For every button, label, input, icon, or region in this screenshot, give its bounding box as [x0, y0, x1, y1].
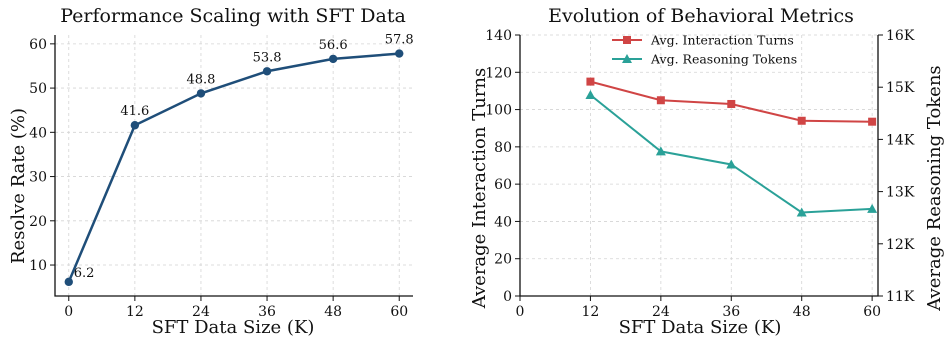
resolve-rate-point	[196, 89, 206, 98]
resolve-rate-chart: Performance Scaling with SFT Data 10 20 30…	[8, 5, 414, 337]
left-x-tick-label: 48	[324, 304, 342, 320]
left-x-tick-label: 36	[258, 304, 276, 320]
reasoning-tokens-point	[655, 146, 666, 156]
left-y-tick-label: 40	[29, 125, 47, 141]
right-y2-tick-label: 13K	[886, 185, 915, 201]
right-y2-axis-label: Average Reasoning Tokens	[924, 65, 945, 311]
resolve-rate-data-label: 48.8	[186, 72, 215, 87]
legend-reasoning-tokens-label: Avg. Reasoning Tokens	[650, 52, 797, 67]
behavioral-metrics-chart: Evolution of Behavioral Metrics 0 20 40 60 8…	[469, 5, 945, 337]
legend-interaction-turns-marker	[623, 36, 631, 44]
right-x-tick-label: 0	[516, 304, 525, 320]
right-x-tick-label: 36	[722, 304, 740, 320]
right-y-tick-label: 40	[494, 214, 512, 230]
resolve-rate-data-label: 41.6	[120, 104, 149, 119]
reasoning-tokens-point	[726, 159, 737, 169]
right-y-tick-label: 20	[494, 252, 512, 268]
left-axes-spine	[54, 35, 413, 297]
right-x-tick-label: 12	[582, 304, 600, 320]
interaction-turns-point	[727, 99, 736, 108]
resolve-rate-point	[262, 67, 272, 76]
resolve-rate-line	[67, 52, 400, 283]
right-x-tick-label: 48	[793, 304, 811, 320]
right-y-tick-label: 80	[494, 140, 512, 156]
right-y-tick-label: 120	[485, 65, 512, 81]
right-y2-tick-label: 12K	[886, 237, 915, 253]
resolve-rate-data-label: 57.8	[385, 33, 414, 48]
right-x-tick-label: 60	[863, 304, 881, 320]
resolve-rate-data-label: 56.6	[319, 38, 348, 53]
right-x-tick-label: 24	[652, 304, 670, 320]
reasoning-tokens-point	[867, 203, 878, 213]
left-y-tick-label: 60	[29, 37, 47, 53]
interaction-turns-point	[868, 117, 877, 126]
legend-interaction-turns-label: Avg. Interaction Turns	[650, 33, 794, 48]
right-chart-title: Evolution of Behavioral Metrics	[548, 5, 854, 27]
left-y-tick-label: 50	[29, 81, 47, 97]
legend-reasoning-tokens-marker	[622, 54, 632, 63]
left-y-axis-label: Resolve Rate (%)	[8, 108, 29, 264]
right-y-tick-label: 60	[494, 177, 512, 193]
left-x-tick-label: 60	[390, 304, 408, 320]
right-y-tick-label: 100	[485, 103, 512, 119]
left-chart-title: Performance Scaling with SFT Data	[60, 5, 406, 27]
legend: Avg. Interaction Turns Avg. Reasoning Tok…	[612, 33, 797, 67]
right-x-axis-label: SFT Data Size (K)	[619, 317, 782, 337]
left-x-tick-label: 12	[126, 304, 144, 320]
left-x-tick-label: 24	[192, 304, 210, 320]
resolve-rate-point	[130, 121, 140, 130]
left-y-tick-label: 10	[29, 258, 47, 274]
reasoning-tokens-point	[796, 207, 807, 217]
left-y-tick-label: 20	[29, 214, 47, 230]
interaction-turns-point	[797, 116, 806, 125]
interaction-turns-point	[586, 77, 595, 86]
resolve-rate-point	[64, 277, 73, 287]
resolve-rate-data-label: 53.8	[253, 50, 282, 65]
reasoning-tokens-line	[589, 94, 873, 214]
right-axes-spine	[519, 35, 879, 297]
right-y2-tick-label: 15K	[886, 80, 915, 96]
right-y-tick-label: 140	[485, 28, 512, 44]
interaction-turns-point	[656, 96, 665, 105]
left-x-tick-label: 0	[64, 304, 73, 320]
right-y-tick-label: 0	[503, 289, 512, 305]
left-y-tick-label: 30	[29, 170, 47, 186]
reasoning-tokens-point	[585, 90, 596, 100]
left-x-axis-label: SFT Data Size (K)	[152, 317, 315, 337]
right-y2-tick-label: 14K	[886, 132, 915, 148]
resolve-rate-point	[395, 49, 404, 58]
resolve-rate-point	[328, 54, 338, 64]
right-y2-tick-label: 16K	[886, 28, 915, 44]
resolve-rate-data-label: 6.2	[74, 266, 95, 281]
right-y-axis-label: Average Interaction Turns	[469, 68, 490, 310]
right-y2-tick-label: 11K	[886, 289, 915, 305]
